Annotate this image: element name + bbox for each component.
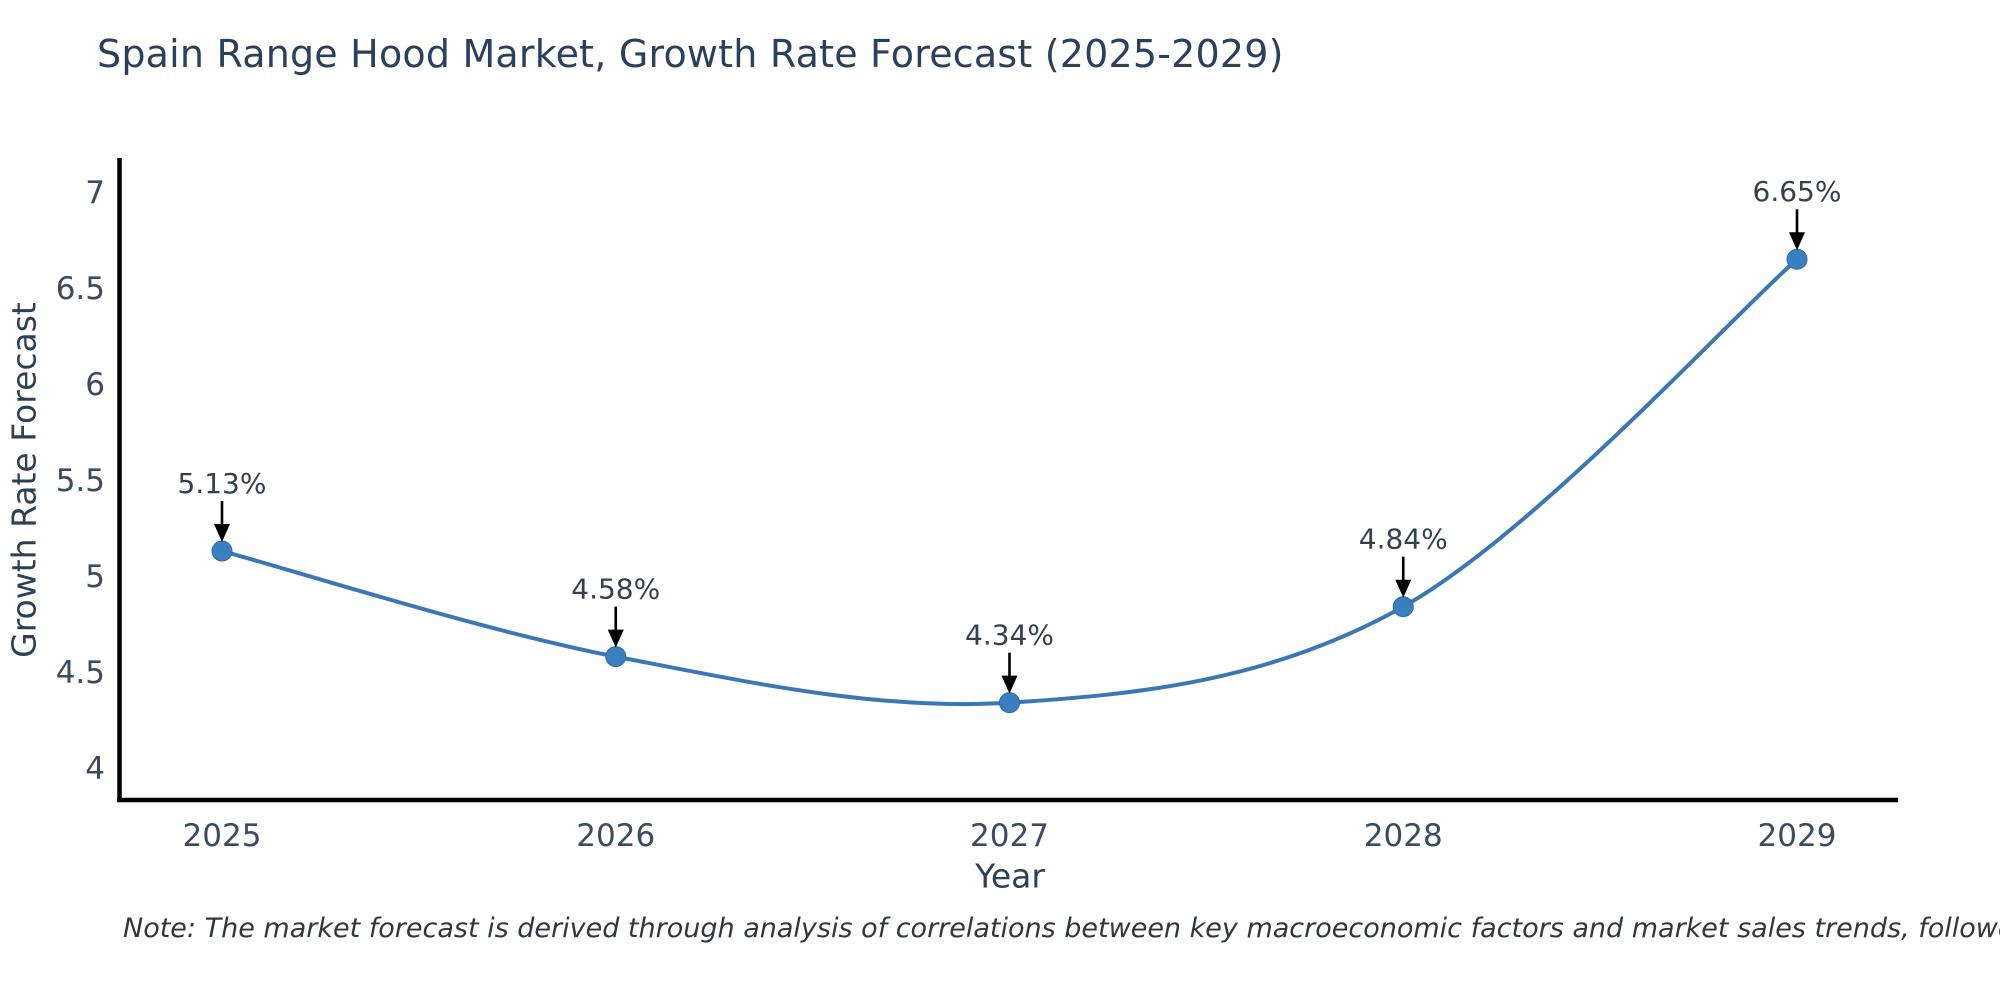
y-tick-label: 4 — [85, 751, 105, 787]
footnote-text: Note: The market forecast is derived thr… — [123, 913, 2000, 944]
x-tick-label: 2029 — [1758, 818, 1837, 854]
point-value-label: 4.34% — [965, 619, 1054, 652]
y-tick-label: 5 — [85, 559, 105, 595]
annotation-arrow-head — [214, 524, 230, 543]
point-value-label: 4.84% — [1359, 523, 1448, 556]
data-point-2025 — [211, 540, 233, 562]
data-point-2028 — [1392, 596, 1414, 618]
x-tick-label: 2028 — [1364, 818, 1443, 854]
y-tick-label: 6 — [85, 367, 105, 403]
x-axis-title: Year — [975, 856, 1045, 896]
series-line — [220, 257, 1799, 707]
data-point-2027 — [999, 692, 1020, 714]
y-tick-label: 7 — [85, 175, 105, 211]
y-tick-label: 6.5 — [56, 271, 105, 307]
point-value-label: 5.13% — [178, 467, 267, 500]
y-tick-label: 4.5 — [56, 655, 105, 691]
annotation-arrow-head — [607, 629, 624, 648]
point-value-label: 6.65% — [1753, 175, 1842, 208]
x-tick-label: 2026 — [576, 818, 655, 854]
x-tick-label: 2025 — [183, 818, 262, 854]
chart-title: Spain Range Hood Market, Growth Rate For… — [97, 32, 1284, 76]
data-point-2026 — [605, 646, 627, 668]
data-point-2029 — [1786, 248, 1808, 270]
point-value-label: 4.58% — [571, 573, 660, 606]
annotation-arrow-head — [1789, 232, 1805, 251]
x-tick-label: 2027 — [970, 818, 1049, 854]
annotation-arrow-head — [1001, 675, 1018, 694]
annotation-arrow-head — [1395, 579, 1412, 598]
y-tick-label: 5.5 — [56, 463, 105, 499]
